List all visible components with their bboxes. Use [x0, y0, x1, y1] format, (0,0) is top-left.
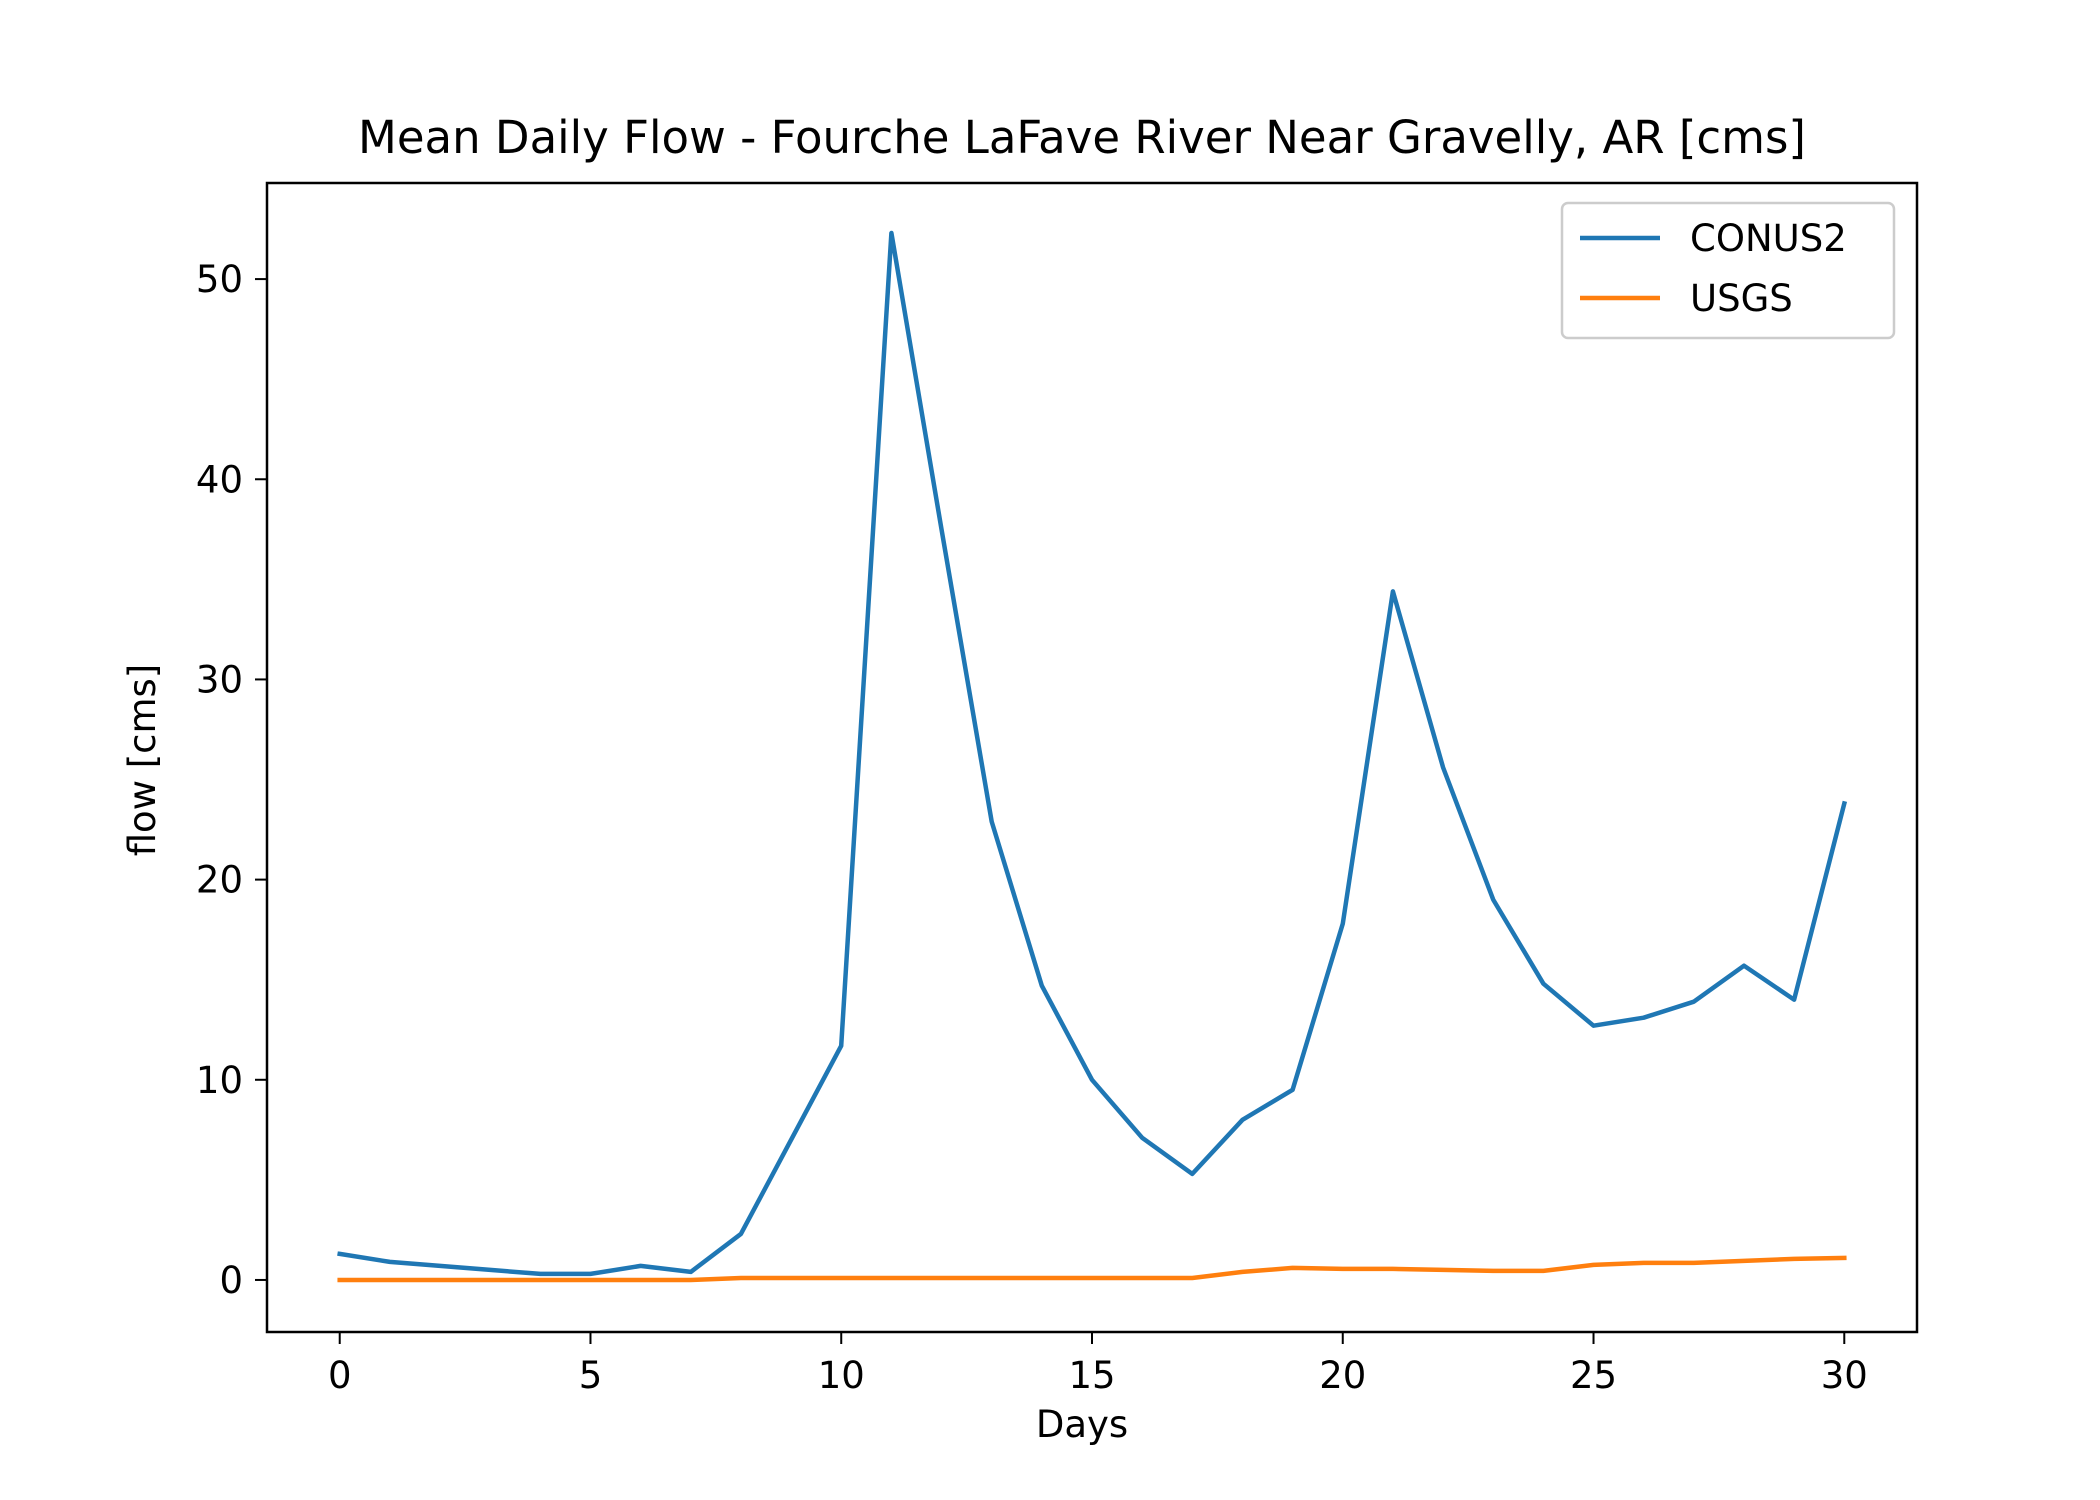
x-tick-label: 25 [1570, 1354, 1617, 1397]
legend: CONUS2 USGS [1560, 201, 1896, 340]
plot-area [337, 230, 1848, 1283]
x-tick-label: 15 [1068, 1354, 1115, 1397]
axis-ticks: 0 5 10 15 20 25 30 0 10 20 30 40 50 [196, 258, 1868, 1397]
legend-label-conus2: CONUS2 [1690, 217, 1847, 260]
series-line-conus2 [337, 230, 1848, 1277]
axes-frame [265, 181, 1919, 1334]
y-tick-label: 50 [196, 258, 243, 301]
x-tick-label: 0 [328, 1354, 352, 1397]
x-tick-label: 10 [818, 1354, 865, 1397]
y-tick-label: 10 [196, 1059, 243, 1102]
y-tick-label: 30 [196, 658, 243, 701]
y-tick-label: 20 [196, 859, 243, 902]
x-tick-label: 30 [1821, 1354, 1868, 1397]
chart-title: Mean Daily Flow - Fourche LaFave River N… [358, 111, 1806, 164]
y-axis-label: flow [cms] [121, 664, 164, 857]
y-tick-label: 0 [219, 1259, 243, 1302]
x-axis-label: Days [1036, 1403, 1128, 1446]
x-tick-label: 20 [1319, 1354, 1366, 1397]
series-line-usgs [337, 1255, 1847, 1283]
legend-label-usgs: USGS [1690, 277, 1793, 320]
x-tick-label: 5 [579, 1354, 603, 1397]
y-tick-label: 40 [196, 458, 243, 501]
